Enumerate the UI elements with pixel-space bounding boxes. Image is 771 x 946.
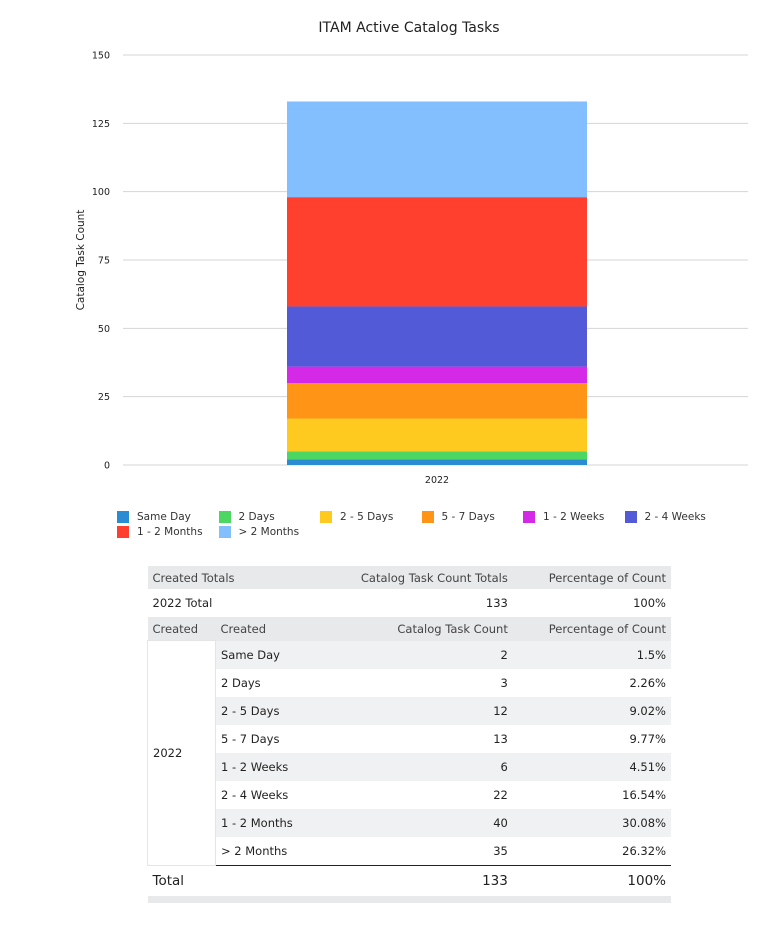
stacked-bar-chart: ITAM Active Catalog Tasks Catalog Task C…	[75, 20, 748, 486]
cell: 3	[500, 675, 508, 690]
header-cell: Percentage of Count	[512, 617, 671, 641]
y-tick-label: 150	[92, 51, 110, 62]
cell: 35	[493, 843, 508, 858]
legend-item[interactable]: 1 - 2 Months	[117, 526, 203, 538]
cell: 1.5%	[512, 640, 671, 669]
y-axis-label: Catalog Task Count	[75, 210, 87, 311]
cell: 2	[317, 640, 513, 669]
bar-segment[interactable]	[287, 418, 587, 452]
legend-item[interactable]: 2 Days	[218, 511, 275, 523]
table-row: 1 - 2 Weeks 6 4.51%	[148, 752, 671, 781]
header-cell: Created	[215, 617, 318, 641]
bar-segment[interactable]	[287, 197, 587, 307]
legend-label: 1 - 2 Weeks	[543, 511, 605, 523]
cell: 2 Days	[221, 675, 261, 690]
cell: 9.02%	[512, 696, 671, 725]
y-tick-label: 50	[98, 324, 110, 335]
detail-header-row: Created Created Catalog Task Count Perce…	[147, 617, 671, 641]
cell: 22	[493, 787, 508, 802]
legend-label: 2 Days	[238, 511, 275, 523]
table-row: 2022 Same Day 2 1.5%	[147, 640, 671, 866]
legend-label: Same Day	[137, 511, 191, 523]
cell: 100%	[512, 864, 671, 896]
legend-swatch	[320, 511, 332, 523]
legend-swatch	[421, 511, 434, 523]
cell: 1 - 2 Weeks	[215, 752, 318, 781]
legend-swatch	[117, 526, 129, 538]
cell: 1 - 2 Months	[215, 808, 318, 837]
table-row: 2 - 4 Weeks 22 16.54%	[148, 781, 672, 809]
header-cell: Created	[147, 617, 216, 641]
cell: 9.77%	[629, 731, 666, 746]
legend-label: 5 - 7 Days	[441, 511, 495, 523]
legend-label: 2 - 4 Weeks	[644, 511, 706, 523]
cell: 5 - 7 Days	[221, 731, 280, 746]
cell: 2022 Total	[152, 596, 213, 610]
totals-row: 2022 Total 133 100%	[148, 589, 672, 617]
header-cell: Catalog Task Count Totals	[317, 566, 513, 589]
legend-item[interactable]: 1 - 2 Weeks	[523, 511, 604, 523]
cell: Same Day	[215, 640, 318, 669]
y-tick-label: 0	[104, 461, 110, 472]
group-cell: 2022	[147, 640, 216, 866]
legend-swatch	[117, 511, 129, 523]
cell: 2 - 4 Weeks	[221, 787, 289, 802]
totals-header-row: Created Totals Catalog Task Count Totals…	[147, 566, 671, 589]
legend-item[interactable]: 2 - 5 Days	[320, 511, 393, 523]
chart-title: ITAM Active Catalog Tasks	[318, 20, 499, 36]
cell: 40	[317, 808, 513, 837]
table-row: 2 Days 3 2.26%	[148, 669, 672, 697]
cell: 4.51%	[512, 752, 671, 781]
table-row: 1 - 2 Months 40 30.08%	[148, 808, 671, 837]
cell: 30.08%	[512, 808, 671, 837]
bar-segment[interactable]	[287, 451, 587, 460]
header-cell: Catalog Task Count	[317, 617, 513, 641]
legend-label: > 2 Months	[238, 526, 300, 538]
y-tick-label: 25	[98, 392, 110, 403]
cell: 26.32%	[622, 843, 666, 858]
cell: 12	[317, 696, 513, 725]
cell: 2 - 5 Days	[215, 696, 318, 725]
legend-item[interactable]: Same Day	[117, 511, 191, 523]
cell: 16.54%	[622, 787, 666, 802]
y-tick-label: 75	[98, 256, 110, 267]
cell: 6	[317, 752, 513, 781]
cell: Total	[147, 864, 318, 896]
legend-label: 2 - 5 Days	[340, 511, 394, 523]
y-tick-label: 125	[92, 119, 110, 130]
legend-swatch	[624, 511, 637, 523]
table-row: 2 - 5 Days 12 9.02%	[148, 696, 671, 725]
header-cell: Created Totals	[147, 566, 318, 589]
legend-item[interactable]: > 2 Months	[218, 526, 300, 538]
legend-item[interactable]: 2 - 4 Weeks	[624, 511, 706, 523]
cell: 100%	[633, 596, 666, 610]
legend-swatch	[218, 526, 231, 538]
bar-segment[interactable]	[287, 459, 587, 465]
data-table: Created Totals Catalog Task Count Totals…	[147, 566, 671, 903]
legend-label: 1 - 2 Months	[137, 526, 203, 538]
grand-total-row: Total 133 100%	[147, 864, 671, 896]
y-tick-label: 100	[92, 187, 110, 198]
bar-segment[interactable]	[287, 383, 587, 419]
legend-swatch	[523, 511, 535, 523]
table-row: > 2 Months 35 26.32%	[148, 837, 672, 866]
cell: 133	[317, 864, 513, 896]
bar-segment[interactable]	[287, 101, 587, 198]
bar-segment[interactable]	[287, 366, 587, 383]
legend-swatch	[218, 511, 231, 523]
table-row: 5 - 7 Days 13 9.77%	[148, 725, 672, 753]
bar-segment[interactable]	[287, 306, 587, 367]
cell: 133	[485, 596, 508, 610]
header-cell: Percentage of Count	[512, 566, 671, 589]
cell: 2.26%	[629, 675, 666, 690]
cell: > 2 Months	[221, 843, 288, 858]
legend-item[interactable]: 5 - 7 Days	[421, 511, 495, 523]
x-tick-label: 2022	[425, 475, 449, 486]
cell: 13	[493, 731, 508, 746]
